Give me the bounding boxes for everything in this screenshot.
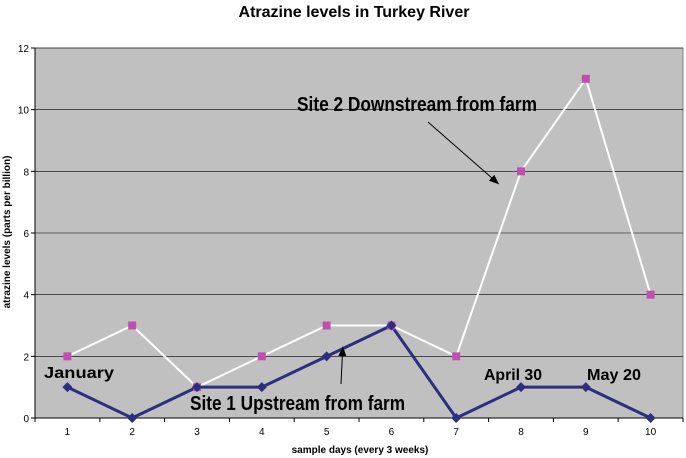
series-1-point-5 — [322, 321, 331, 330]
x-tick-label-1: 1 — [65, 427, 71, 438]
site2-arrow — [427, 121, 500, 185]
grid-lines — [35, 47, 683, 357]
x-tick-label-3: 3 — [194, 427, 200, 438]
y-tick-label-2: 2 — [23, 352, 29, 363]
april-30-annotation: April 30 — [484, 367, 542, 384]
y-tick-label-8: 8 — [23, 167, 29, 178]
series-1-point-1 — [63, 352, 72, 361]
site1-annotation: Site 1 Upstream from farm — [190, 393, 405, 415]
x-tick-label-10: 10 — [645, 427, 657, 438]
x-tick-label-5: 5 — [324, 427, 330, 438]
series-1-point-10 — [646, 290, 655, 299]
series-layer — [62, 74, 656, 423]
x-tick-label-8: 8 — [518, 427, 524, 438]
series-1-line — [66, 77, 652, 389]
january-annotation: January — [44, 365, 114, 382]
series-1-point-2 — [128, 321, 137, 330]
series-2-point-7 — [451, 413, 462, 423]
y-tick-label-4: 4 — [23, 291, 29, 302]
series-2-point-3 — [192, 382, 202, 393]
axes — [31, 47, 684, 422]
x-axis-label: sample days (every 3 weeks) — [292, 445, 429, 456]
y-tick-label-0: 0 — [23, 414, 29, 425]
site1-arrow — [338, 346, 347, 385]
series-1-point-8 — [517, 167, 525, 176]
series-2-line — [66, 324, 652, 420]
chart-title: Atrazine levels in Turkey River — [239, 4, 470, 21]
y-tick-label-12: 12 — [18, 44, 30, 55]
series-2-point-2 — [127, 413, 138, 423]
series-2-point-9 — [580, 382, 591, 393]
may-20-annotation: May 20 — [587, 367, 641, 384]
series-1-point-4 — [257, 352, 266, 361]
y-tick-label-6: 6 — [23, 229, 29, 240]
y-axis-label: atrazine levels (parts per billion) — [2, 156, 13, 309]
series-2-point-6 — [386, 320, 397, 331]
x-tick-label-9: 9 — [583, 427, 589, 438]
x-tick-label-2: 2 — [129, 427, 135, 438]
x-tick-label-6: 6 — [389, 427, 395, 438]
x-tick-label-7: 7 — [453, 427, 459, 438]
series-2-point-10 — [645, 413, 656, 423]
series-2-point-1 — [62, 382, 73, 393]
series-2-point-4 — [256, 382, 267, 393]
series-2-point-5 — [321, 351, 332, 362]
series-2-point-8 — [516, 382, 526, 393]
series-1-point-9 — [581, 74, 590, 83]
y-tick-label-10: 10 — [18, 106, 30, 117]
x-tick-label-4: 4 — [259, 427, 265, 438]
series-1-point-7 — [452, 352, 461, 361]
site2-annotation: Site 2 Downstream from farm — [297, 94, 537, 116]
